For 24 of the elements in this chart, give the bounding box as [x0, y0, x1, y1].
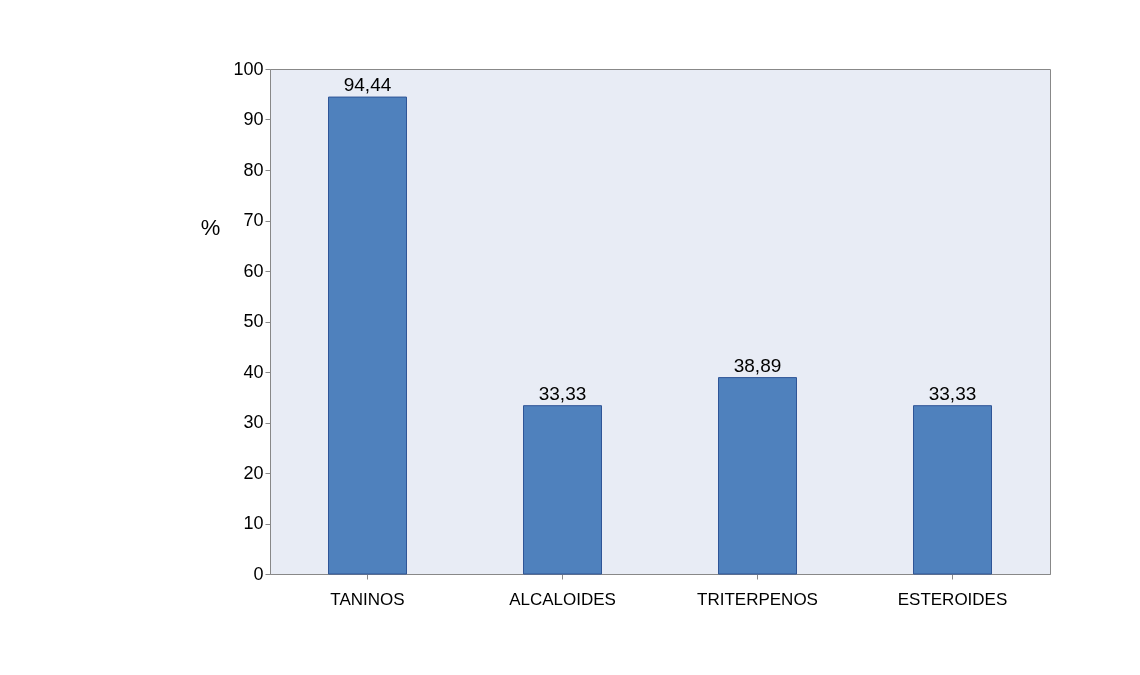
y-tick-label: 90	[243, 109, 264, 129]
data-label: 33,33	[928, 382, 977, 404]
bar	[328, 96, 407, 575]
y-tick-label: 80	[243, 159, 264, 180]
y-tick-label: 10	[243, 513, 264, 533]
data-label: 94,44	[343, 74, 392, 96]
x-tick-label: ALCALOIDES	[509, 589, 616, 609]
y-tick-label: 20	[243, 462, 264, 483]
bar	[523, 405, 602, 575]
x-tick-label: ESTEROIDES	[897, 589, 1008, 609]
data-label: 38,89	[733, 354, 782, 376]
y-tick-label: 70	[243, 210, 264, 230]
y-tick-label: 40	[243, 361, 264, 382]
data-label: 33,33	[538, 382, 587, 404]
y-tick-label: 0	[253, 563, 264, 584]
y-tick-label: 100	[233, 58, 264, 79]
y-axis-title: %	[200, 214, 221, 240]
bar	[718, 377, 797, 575]
x-tick-label: TANINOS	[330, 589, 405, 609]
y-tick-label: 60	[243, 260, 264, 281]
x-tick-label: TRITERPENOS	[697, 589, 818, 609]
y-tick-label: 50	[243, 311, 264, 331]
bar	[913, 405, 992, 575]
y-tick-label: 30	[243, 412, 264, 432]
